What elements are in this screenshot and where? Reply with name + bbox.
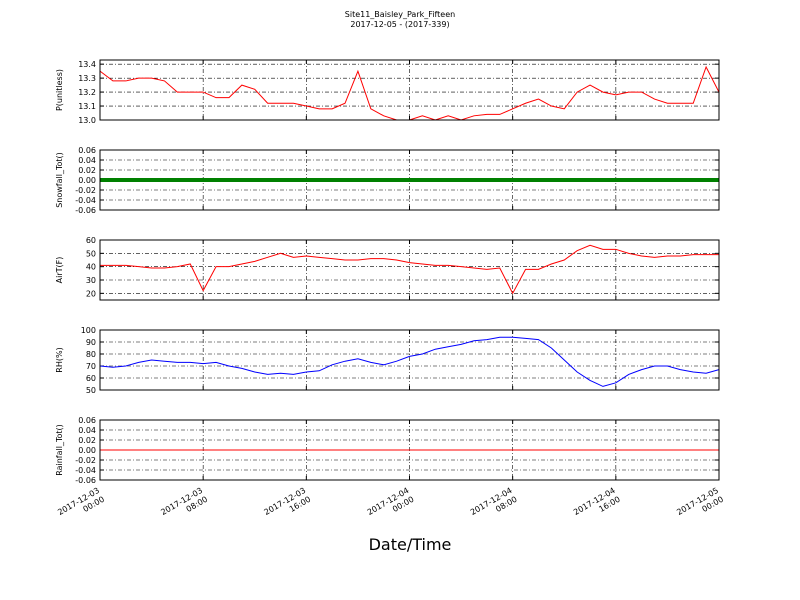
y-tick-label: 100 [81,326,96,335]
y-tick-label: 80 [86,350,96,359]
chart-subtitle: 2017-12-05 - (2017-339) [350,20,449,29]
y-tick-label: -0.02 [75,186,96,195]
plot-frame [99,329,720,391]
x-tick-label: 2017-12-0500:00 [675,486,725,526]
chart-title: Site11_Baisley_Park_Fifteen [345,10,455,19]
x-tick-label: 2017-12-0308:00 [159,486,209,526]
y-tick-label: -0.06 [75,206,96,215]
y-tick-label: 13.0 [78,116,96,125]
y-tick-label: 13.3 [78,74,96,83]
y-axis-label: P(unitless) [55,69,64,111]
y-tick-label: 13.1 [78,102,96,111]
y-tick-label: 0.02 [78,436,96,445]
y-tick-label: -0.06 [75,476,96,485]
y-tick-label: 13.2 [78,88,96,97]
y-tick-label: 0.00 [78,446,96,455]
y-tick-label: 0.02 [78,166,96,175]
y-tick-label: 90 [86,338,96,347]
x-axis-label: Date/Time [369,535,452,554]
y-axis-label: Rainfall_Tot() [55,424,64,476]
plot-frame [99,239,720,301]
plot-frame [99,419,720,481]
y-axis-label: Snowfall_Tot() [55,152,64,208]
y-tick-label: 60 [86,236,96,245]
panel: 20 30 40 50 60 [86,236,720,300]
y-tick-label: 20 [86,289,96,298]
y-tick-label: 0.06 [78,416,96,425]
panel: 13.0 13.1 13.2 13.3 13.4 [78,60,720,125]
plot-frame [99,59,720,121]
data-line [99,336,720,387]
y-tick-label: 0.04 [78,426,96,435]
y-tick-label: -0.02 [75,456,96,465]
y-tick-label: 13.4 [78,60,96,69]
x-tick-label: 2017-12-0300:00 [56,486,106,526]
x-tick-label: 2017-12-0408:00 [469,486,519,526]
x-tick-label: 2017-12-0316:00 [263,486,313,526]
y-tick-label: 0.00 [78,176,96,185]
y-tick-label: 70 [86,362,96,371]
y-tick-label: 0.06 [78,146,96,155]
x-tick-label: 2017-12-0400:00 [366,486,416,526]
data-line [100,244,719,295]
x-tick-label: 2017-12-0416:00 [572,486,622,526]
y-tick-label: 40 [86,263,96,272]
plot-frame [99,149,720,211]
y-tick-label: 60 [86,374,96,383]
y-tick-label: -0.04 [75,466,96,475]
y-tick-label: 0.04 [78,156,96,165]
y-tick-label: 50 [86,386,96,395]
y-tick-label: 30 [86,276,96,285]
y-axis-label: RH(%) [55,347,64,372]
y-axis-label: AirT(F) [55,257,64,284]
y-tick-label: -0.04 [75,196,96,205]
y-tick-label: 50 [86,249,96,258]
